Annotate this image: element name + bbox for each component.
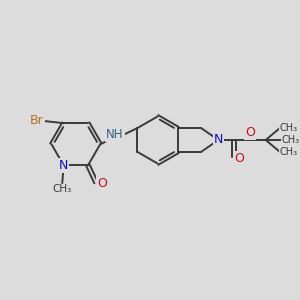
Text: Br: Br <box>30 114 43 128</box>
Text: N: N <box>59 159 68 172</box>
Text: CH₃: CH₃ <box>282 135 300 145</box>
Text: O: O <box>245 126 255 139</box>
Text: NH: NH <box>106 128 124 141</box>
Text: O: O <box>234 152 244 165</box>
Text: CH₃: CH₃ <box>280 123 298 133</box>
Text: CH₃: CH₃ <box>52 184 72 194</box>
Text: CH₃: CH₃ <box>280 147 298 157</box>
Text: O: O <box>97 178 107 190</box>
Text: N: N <box>214 134 223 146</box>
